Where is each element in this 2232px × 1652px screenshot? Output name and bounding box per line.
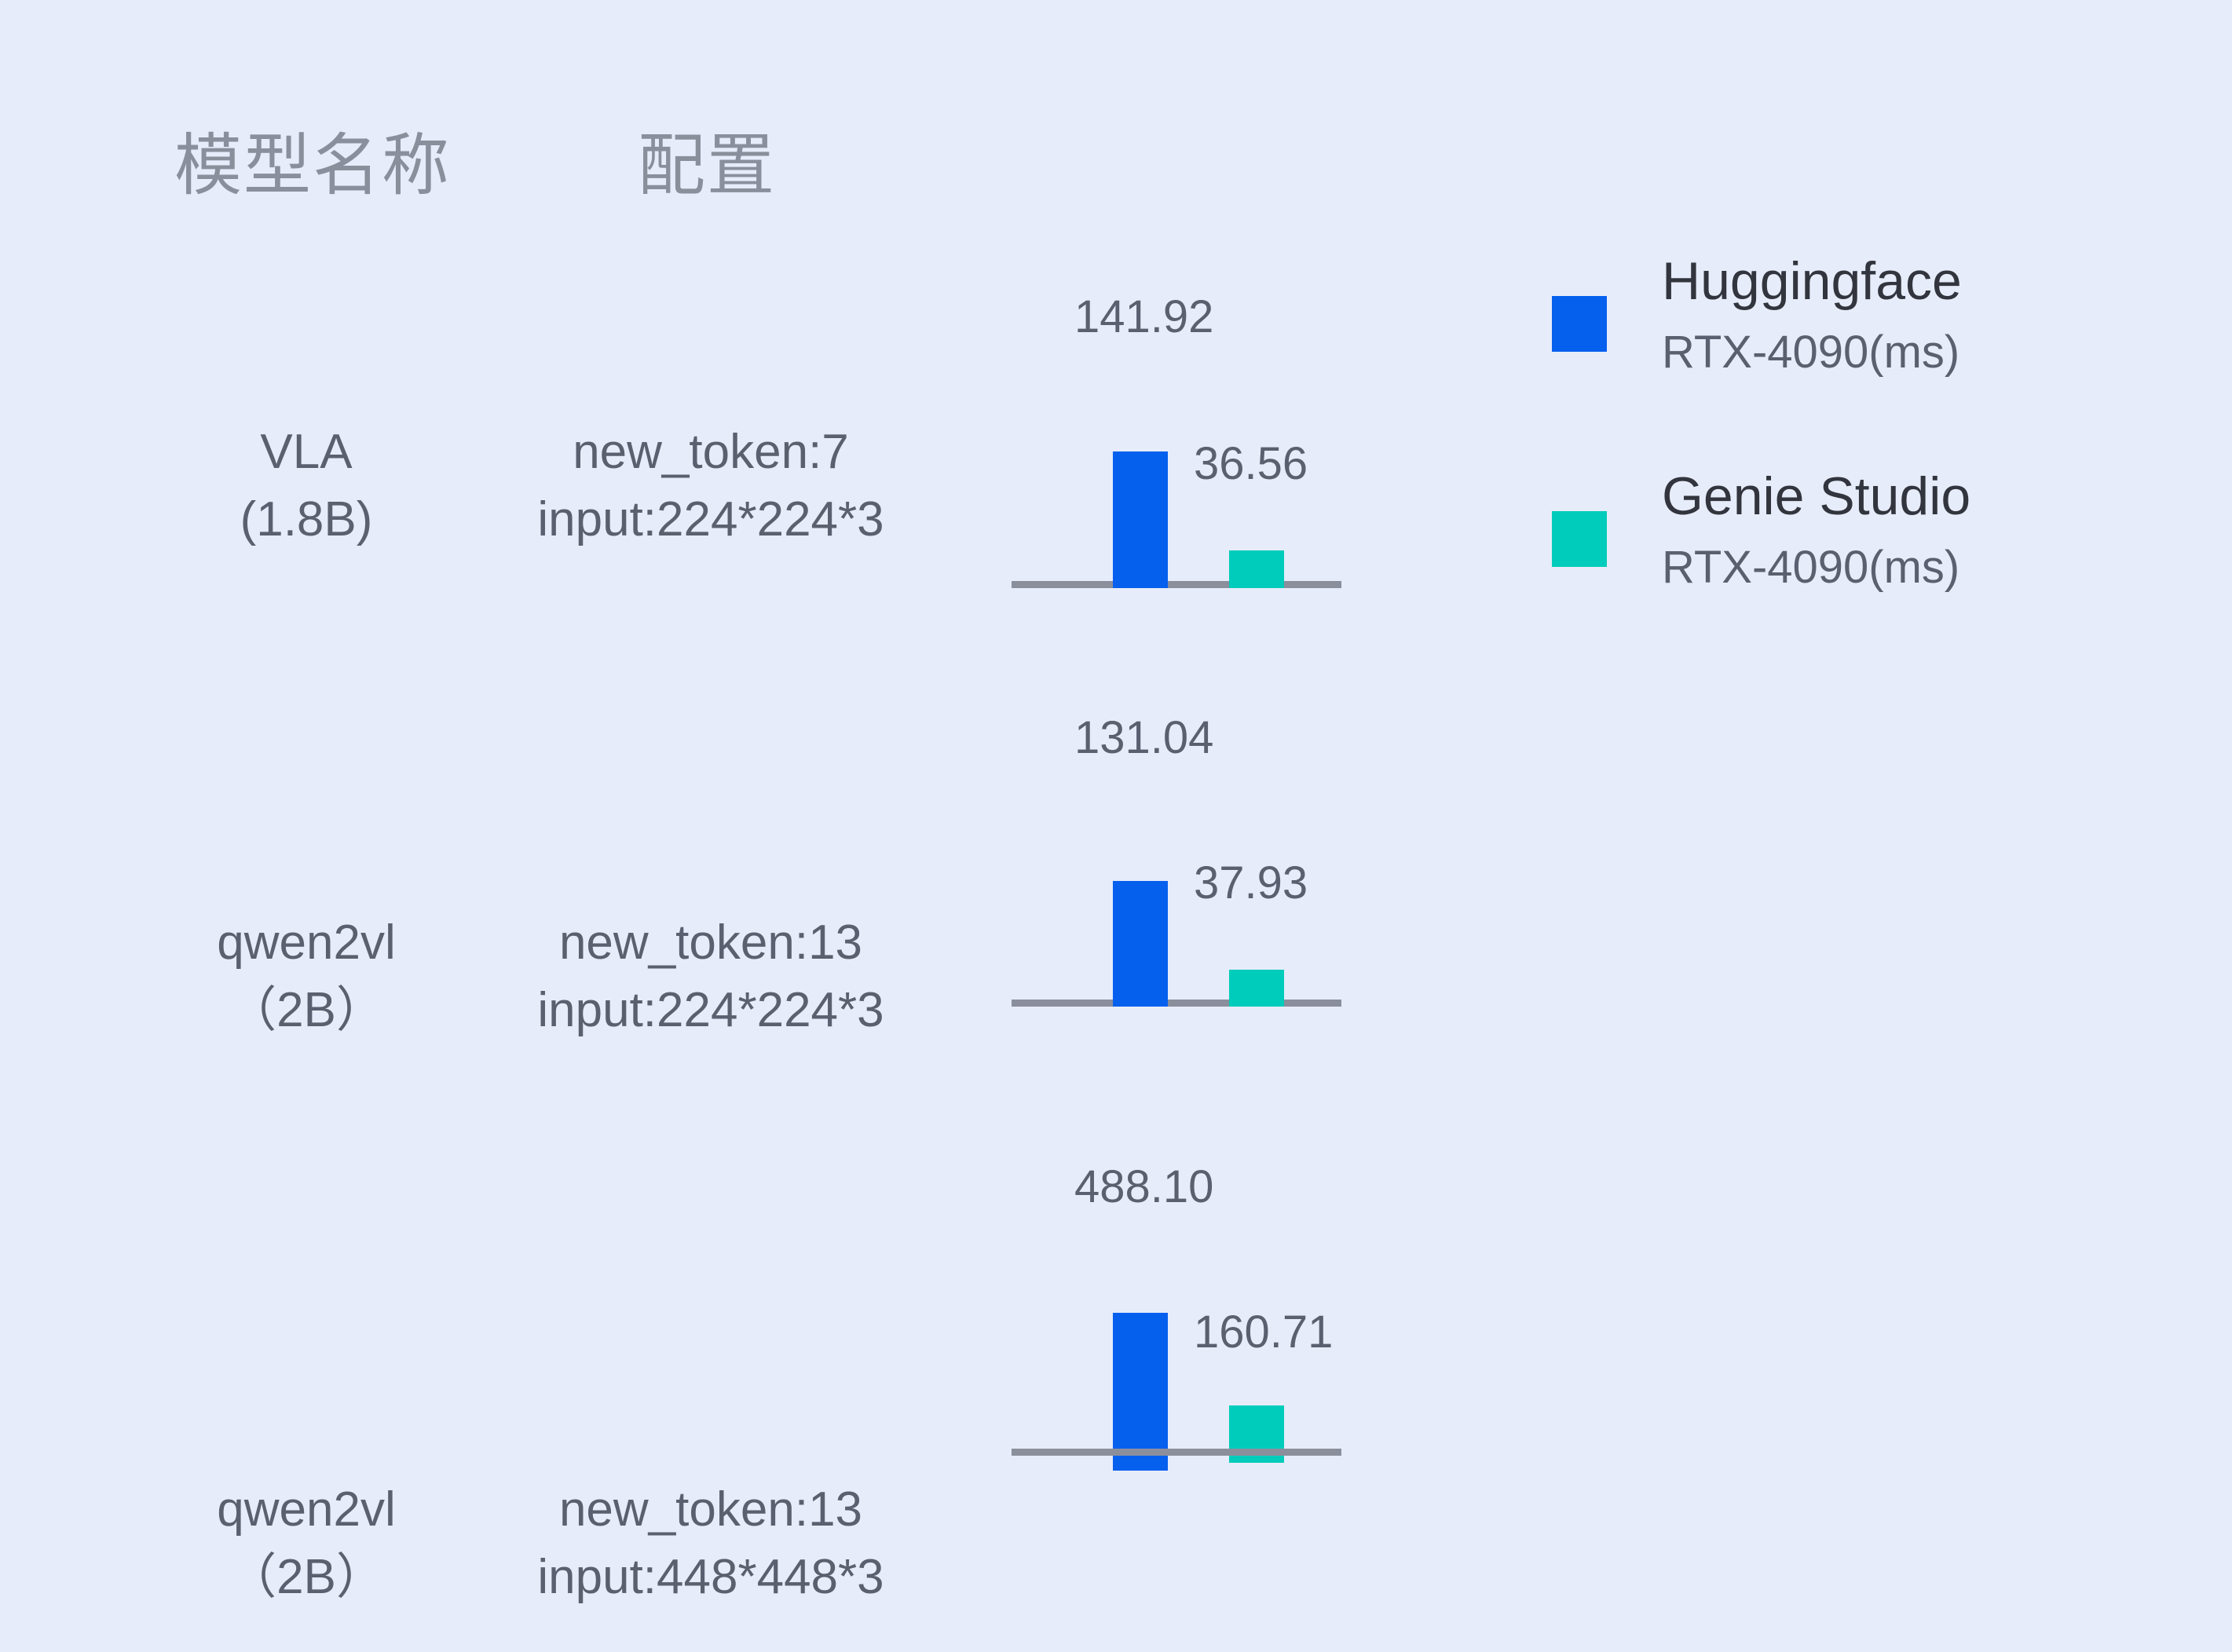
chart-baseline [1012,581,1341,588]
legend-label-group: Genie Studio RTX-4090(ms) [1662,459,2149,601]
bar-value-label-huggingface: 488.10 [1074,1161,1214,1212]
bar-value-label-genie-studio: 36.56 [1194,438,1308,489]
square-swatch-icon [1552,296,1607,352]
chart-legend: Huggingface RTX-4090(ms) Genie Studio RT… [1546,243,2158,597]
cell-config: new_token:13 input:448*448*3 [487,1476,935,1611]
table-row: qwen2vl （2B） new_token:13 input:448*448*… [0,1164,2232,1604]
bar-value-label-huggingface: 131.04 [1074,712,1214,763]
cell-config: new_token:13 input:224*224*3 [487,909,935,1044]
bar-value-label-genie-studio: 37.93 [1194,857,1308,908]
bar-genie-studio[interactable] [1229,970,1284,1007]
column-header-config: 配置 [638,128,776,203]
model-name-line-2: （2B） [228,1550,385,1604]
model-name-line-1: qwen2vl [217,1482,396,1537]
config-line-1: new_token:13 [558,1482,863,1537]
bar-huggingface[interactable] [1113,1313,1168,1471]
square-swatch-icon [1552,511,1607,567]
config-line-2: input:448*448*3 [537,1550,884,1604]
column-header-model-name: 模型名称 [174,128,451,203]
table-row: VLA (1.8B) new_token:7 input:224*224*3 1… [0,294,2232,718]
bar-huggingface[interactable] [1113,451,1168,588]
legend-subtitle: RTX-4090(ms) [1662,542,1960,593]
row-bar-chart: 488.10 160.71 [1012,1164,1341,1592]
chart-baseline [1012,1000,1341,1007]
cell-config: new_token:7 input:224*224*3 [487,418,935,554]
bar-huggingface[interactable] [1113,881,1168,1007]
bar-genie-studio[interactable] [1229,550,1284,588]
cell-model-name: qwen2vl （2B） [141,1476,471,1611]
cell-model-name: qwen2vl （2B） [141,909,471,1044]
config-line-2: input:224*224*3 [537,983,884,1037]
row-bar-chart: 141.92 36.56 [1012,294,1341,718]
legend-item-huggingface[interactable]: Huggingface RTX-4090(ms) [1546,243,2158,400]
table-row: qwen2vl （2B） new_token:13 input:224*224*… [0,715,2232,1143]
bar-value-label-genie-studio: 160.71 [1194,1307,1334,1358]
config-line-1: new_token:7 [573,425,849,479]
cell-model-name: VLA (1.8B) [141,418,471,554]
model-name-line-2: (1.8B) [240,492,373,546]
row-bar-chart: 131.04 37.93 [1012,715,1341,1143]
config-line-2: input:224*224*3 [537,492,884,546]
bar-value-label-huggingface: 141.92 [1074,291,1214,342]
model-name-line-1: qwen2vl [217,916,396,970]
legend-subtitle: RTX-4090(ms) [1662,327,1960,378]
model-name-line-2: （2B） [228,983,385,1037]
chart-baseline [1012,1449,1341,1456]
legend-title: Genie Studio [1662,466,1971,526]
config-line-1: new_token:13 [558,916,863,970]
model-name-line-1: VLA [260,425,353,479]
legend-title: Huggingface [1662,251,1962,311]
legend-label-group: Huggingface RTX-4090(ms) [1662,243,2149,386]
legend-item-genie-studio[interactable]: Genie Studio RTX-4090(ms) [1546,459,2158,616]
